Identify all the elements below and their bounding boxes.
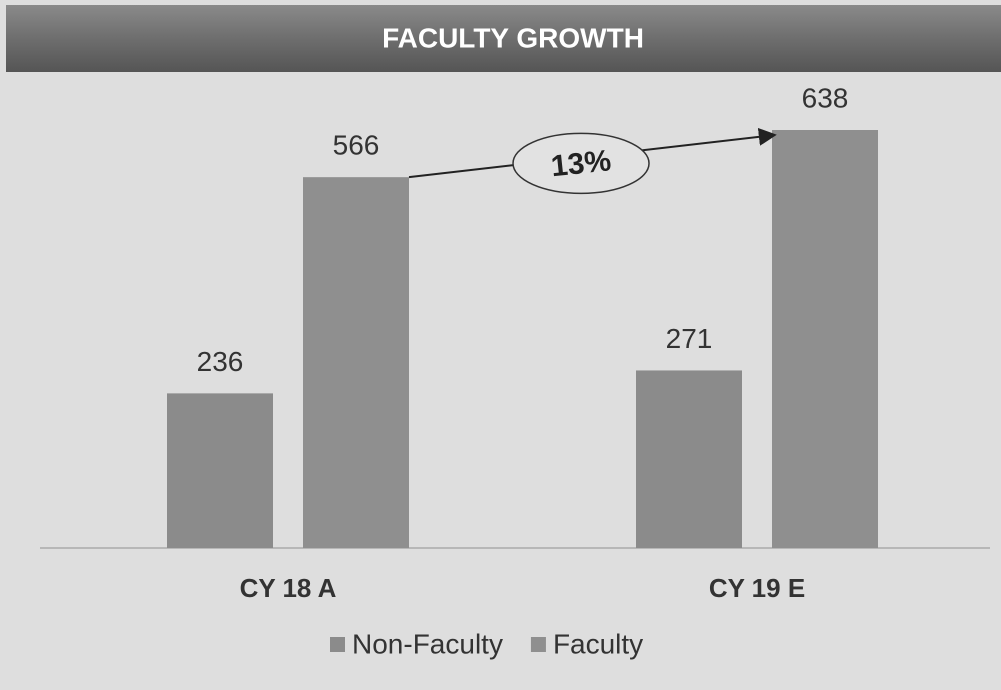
- annotation: 13%: [549, 144, 612, 183]
- value-label: 638: [802, 82, 849, 113]
- bar: [167, 393, 273, 548]
- value-label: 271: [666, 323, 713, 354]
- annotation-bubble: [512, 132, 650, 195]
- legend-label: Non-Faculty: [352, 628, 503, 659]
- title-bar: [6, 5, 1001, 72]
- bar: [636, 370, 742, 548]
- value-label: 566: [333, 130, 380, 161]
- legend-swatch: [330, 637, 345, 652]
- value-label: 236: [197, 346, 244, 377]
- chart-title: FACULTY GROWTH: [382, 22, 644, 53]
- bar: [303, 177, 409, 548]
- bar: [772, 130, 878, 548]
- legend-swatch: [530, 637, 546, 652]
- legend-label: Faculty: [553, 628, 643, 659]
- x-tick-label: CY 18 A: [240, 573, 337, 603]
- x-tick-label: CY 19 E: [709, 573, 805, 603]
